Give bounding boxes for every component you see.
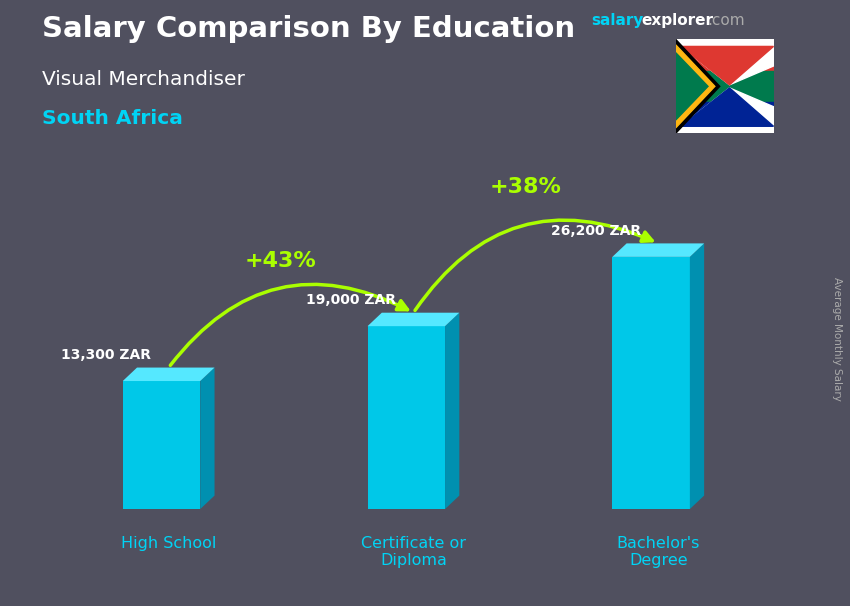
Text: .com: .com — [707, 13, 745, 28]
Polygon shape — [676, 53, 708, 120]
Text: Salary Comparison By Education: Salary Comparison By Education — [42, 15, 575, 43]
Text: 26,200 ZAR: 26,200 ZAR — [551, 224, 641, 238]
Polygon shape — [367, 326, 445, 509]
Polygon shape — [690, 244, 704, 509]
Polygon shape — [612, 257, 690, 509]
Polygon shape — [676, 71, 774, 102]
Polygon shape — [676, 126, 774, 133]
Text: +43%: +43% — [245, 251, 317, 271]
Polygon shape — [676, 45, 715, 128]
Polygon shape — [676, 102, 774, 133]
Polygon shape — [201, 368, 214, 509]
Text: South Africa: South Africa — [42, 109, 184, 128]
Polygon shape — [612, 244, 704, 257]
Polygon shape — [367, 313, 459, 326]
Text: +38%: +38% — [490, 177, 562, 197]
Text: Certificate or
Diploma: Certificate or Diploma — [361, 536, 466, 568]
Polygon shape — [681, 88, 774, 126]
Text: salary: salary — [591, 13, 643, 28]
Polygon shape — [122, 368, 214, 381]
Polygon shape — [681, 47, 774, 85]
Polygon shape — [676, 39, 774, 71]
Text: 13,300 ZAR: 13,300 ZAR — [61, 348, 151, 362]
Polygon shape — [445, 313, 459, 509]
Polygon shape — [122, 381, 201, 509]
Polygon shape — [676, 39, 720, 133]
Polygon shape — [676, 39, 774, 47]
Text: High School: High School — [121, 536, 217, 551]
Text: Bachelor's
Degree: Bachelor's Degree — [616, 536, 700, 568]
Text: Visual Merchandiser: Visual Merchandiser — [42, 70, 246, 88]
Text: Average Monthly Salary: Average Monthly Salary — [832, 278, 842, 401]
Text: explorer: explorer — [641, 13, 713, 28]
Polygon shape — [681, 88, 774, 126]
Text: 19,000 ZAR: 19,000 ZAR — [306, 293, 396, 307]
Polygon shape — [681, 47, 774, 85]
